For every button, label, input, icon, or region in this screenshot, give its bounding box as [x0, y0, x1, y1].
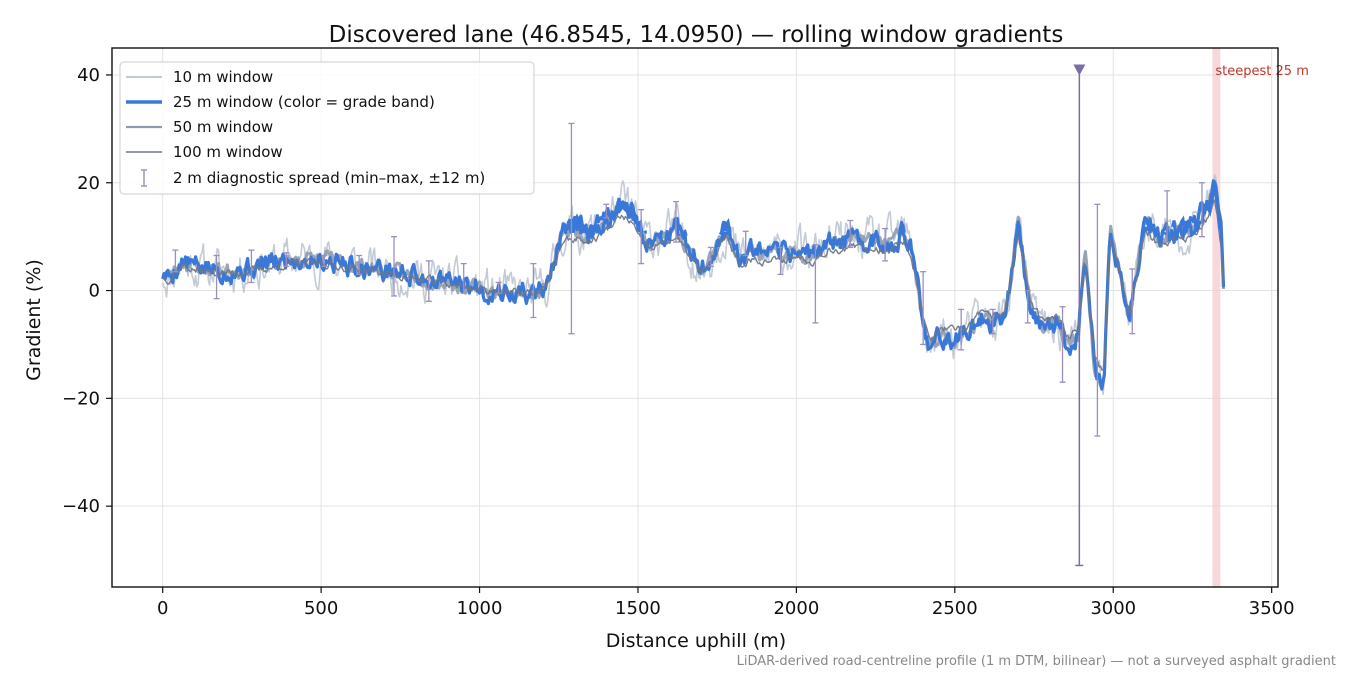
errorbar: [603, 203, 610, 219]
grade-band-segment: [658, 229, 664, 239]
grade-band-segment: [871, 233, 875, 237]
errorbar: [530, 262, 537, 319]
y-axis-label: Gradient (%): [23, 259, 45, 381]
errorbar: [1164, 190, 1171, 243]
errorbar: [321, 254, 328, 267]
steepest-band: [1212, 48, 1221, 587]
y-tick-label: −20: [62, 388, 100, 409]
x-tick-label: 1500: [615, 598, 661, 619]
errorbar: [495, 281, 502, 294]
chart-footnote: LiDAR-derived road-centreline profile (1…: [737, 654, 1336, 669]
errorbar: [1094, 203, 1101, 437]
errorbar: [460, 262, 467, 294]
legend-label: 100 m window: [173, 143, 283, 161]
series-group: [161, 122, 1226, 437]
grade-band-segment: [1015, 219, 1022, 237]
x-tick-label: 2000: [773, 598, 819, 619]
x-tick-label: 500: [304, 598, 338, 619]
legend-label: 50 m window: [173, 118, 273, 136]
errorbar: [882, 227, 889, 262]
y-tick-label: 40: [77, 65, 100, 86]
errorbar: [1129, 268, 1136, 335]
grade-band-segment: [682, 229, 688, 237]
legend-label: 25 m window (color = grade band): [173, 93, 435, 111]
errorbar: [920, 271, 927, 346]
errorbar: [707, 246, 714, 267]
grade-band-segment: [1162, 231, 1167, 236]
plot-area: steepest 25 m 0 500 1000 1500 2000 2500 3000 350…: [62, 47, 1309, 619]
grade-band-segment: [1171, 186, 1222, 241]
grade-band-segment: [718, 218, 731, 236]
y-tick-label: −40: [62, 496, 100, 517]
errorbar: [847, 219, 854, 249]
errorbar: [672, 200, 679, 243]
errorbar: [812, 244, 819, 324]
series-line: [161, 179, 1226, 391]
grade-band-segment: [898, 223, 906, 235]
legend: 10 m window 25 m window (color = grade ba…: [119, 61, 535, 195]
x-axis-label: Distance uphill (m): [606, 630, 786, 652]
errorbar: [356, 254, 363, 276]
errorbar: [1059, 306, 1066, 383]
legend-box: [119, 61, 535, 195]
chart-title: Discovered lane (46.8545, 14.0950) — rol…: [329, 22, 1064, 48]
x-tick-label: 2500: [932, 598, 978, 619]
errorbar: [283, 252, 290, 267]
x-tick-label: 3000: [1090, 598, 1136, 619]
y-tick-label: 20: [77, 173, 100, 194]
errorbar: [1198, 182, 1205, 238]
grade-band-segment: [1140, 220, 1156, 238]
errorbar: [248, 249, 255, 284]
errorbar: [172, 249, 179, 273]
x-tick-label: 3500: [1249, 598, 1295, 619]
errorbar: [568, 122, 575, 335]
marker-triangle-icon: [1073, 64, 1086, 76]
errorbar: [989, 308, 996, 335]
errorbar: [742, 230, 749, 257]
y-tick-label: 0: [89, 281, 100, 302]
errorbar: [390, 235, 397, 297]
legend-label: 10 m window: [173, 68, 273, 86]
series-line: [162, 199, 1225, 371]
x-tick-label: 1000: [457, 598, 503, 619]
errorbar: [638, 209, 645, 265]
legend-label: 2 m diagnostic spread (min–max, ±12 m): [173, 169, 485, 187]
errorbar: [213, 254, 220, 300]
grade-band-segment: [675, 229, 681, 237]
grade-band-segment: [562, 227, 568, 235]
x-tick-label: 0: [157, 598, 168, 619]
errorbar: [958, 308, 965, 351]
steepest-label: steepest 25 m: [1215, 64, 1308, 79]
grade-band-segment: [643, 230, 647, 235]
axes-frame: [111, 47, 1279, 588]
errorbar: [425, 260, 432, 302]
errorbar: [1024, 289, 1031, 324]
errorbar: [777, 246, 784, 276]
